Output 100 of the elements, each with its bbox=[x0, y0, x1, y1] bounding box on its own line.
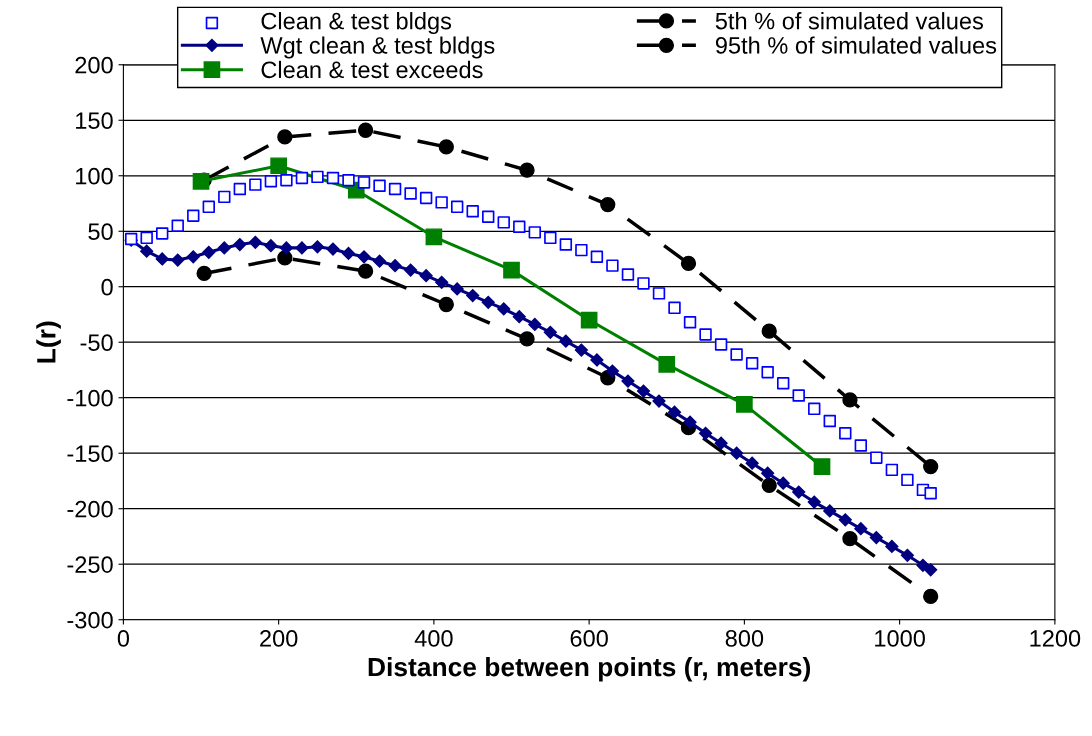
point bbox=[792, 485, 806, 499]
point bbox=[450, 282, 464, 296]
x-tick-label: 0 bbox=[117, 630, 130, 647]
point bbox=[652, 287, 666, 300]
point bbox=[466, 289, 480, 303]
point bbox=[605, 364, 620, 378]
x-tick-label: 600 bbox=[570, 630, 608, 647]
point bbox=[745, 456, 759, 470]
point bbox=[311, 170, 324, 184]
point bbox=[519, 162, 535, 178]
point bbox=[823, 414, 836, 428]
point bbox=[621, 374, 635, 388]
point bbox=[714, 436, 728, 450]
y-tick-label: -50 bbox=[80, 334, 113, 352]
point bbox=[155, 252, 169, 266]
point bbox=[600, 196, 616, 213]
point bbox=[341, 246, 356, 261]
point bbox=[761, 466, 775, 480]
point bbox=[901, 473, 914, 487]
point bbox=[357, 176, 371, 189]
point bbox=[714, 338, 728, 351]
point bbox=[842, 392, 858, 408]
point bbox=[885, 539, 899, 554]
point bbox=[497, 302, 511, 316]
x-tick-label: 400 bbox=[414, 630, 453, 647]
point bbox=[916, 558, 930, 572]
point bbox=[140, 231, 153, 245]
point bbox=[667, 405, 682, 419]
y-tick-label: -100 bbox=[67, 389, 113, 407]
point bbox=[171, 253, 185, 267]
point bbox=[357, 250, 371, 264]
point bbox=[652, 394, 666, 408]
point bbox=[435, 275, 449, 289]
point bbox=[575, 243, 588, 257]
point bbox=[839, 427, 852, 440]
y-tick-label: -300 bbox=[67, 611, 113, 629]
x-tick-label: 200 bbox=[260, 630, 298, 647]
point bbox=[233, 182, 247, 196]
point bbox=[326, 242, 340, 256]
point bbox=[885, 463, 899, 477]
point bbox=[295, 171, 309, 185]
y-tick-label: 150 bbox=[76, 112, 113, 130]
point bbox=[357, 263, 374, 279]
point bbox=[761, 365, 774, 379]
point bbox=[823, 504, 837, 518]
point bbox=[264, 239, 278, 253]
point bbox=[590, 250, 604, 263]
y-tick-label: -150 bbox=[67, 445, 113, 463]
point bbox=[326, 171, 340, 185]
point bbox=[419, 269, 433, 283]
point bbox=[512, 310, 526, 324]
point bbox=[388, 182, 402, 196]
x-tick-label: 1000 bbox=[875, 630, 925, 647]
point bbox=[481, 295, 495, 309]
point bbox=[869, 530, 883, 545]
point bbox=[357, 122, 374, 138]
point bbox=[419, 191, 433, 205]
point bbox=[923, 588, 939, 605]
y-tick-label: -200 bbox=[67, 500, 113, 518]
point bbox=[900, 548, 914, 562]
point bbox=[218, 190, 231, 204]
point bbox=[870, 451, 883, 464]
point bbox=[202, 200, 215, 214]
legend-label: Clean & test exceeds bbox=[261, 60, 483, 79]
point bbox=[683, 415, 697, 429]
point bbox=[466, 205, 479, 218]
point bbox=[683, 316, 697, 329]
point bbox=[559, 334, 573, 348]
legend-label: 5th % of simulated values bbox=[715, 12, 983, 30]
point bbox=[438, 296, 454, 313]
point bbox=[838, 513, 852, 527]
point bbox=[372, 254, 387, 268]
legend-label: 95th % of simulated values bbox=[715, 36, 997, 54]
point bbox=[233, 237, 247, 252]
point bbox=[544, 231, 557, 245]
x-tick-label: 1200 bbox=[1030, 630, 1081, 647]
point bbox=[186, 250, 200, 264]
point bbox=[503, 261, 520, 279]
point bbox=[438, 139, 454, 155]
point bbox=[196, 265, 212, 282]
point bbox=[730, 446, 744, 460]
point bbox=[519, 331, 535, 347]
point bbox=[574, 343, 588, 357]
point bbox=[264, 175, 278, 188]
point bbox=[854, 439, 868, 452]
point bbox=[279, 241, 293, 255]
point bbox=[736, 396, 753, 413]
point bbox=[658, 356, 676, 373]
point bbox=[310, 240, 325, 254]
point bbox=[580, 311, 598, 329]
point bbox=[621, 268, 635, 281]
point bbox=[280, 173, 293, 187]
point bbox=[388, 259, 402, 273]
point bbox=[192, 172, 210, 190]
point bbox=[924, 486, 937, 500]
point bbox=[187, 209, 200, 222]
point bbox=[590, 353, 604, 367]
y-tick-label: 0 bbox=[101, 278, 113, 296]
point bbox=[140, 244, 154, 258]
point bbox=[745, 357, 759, 370]
